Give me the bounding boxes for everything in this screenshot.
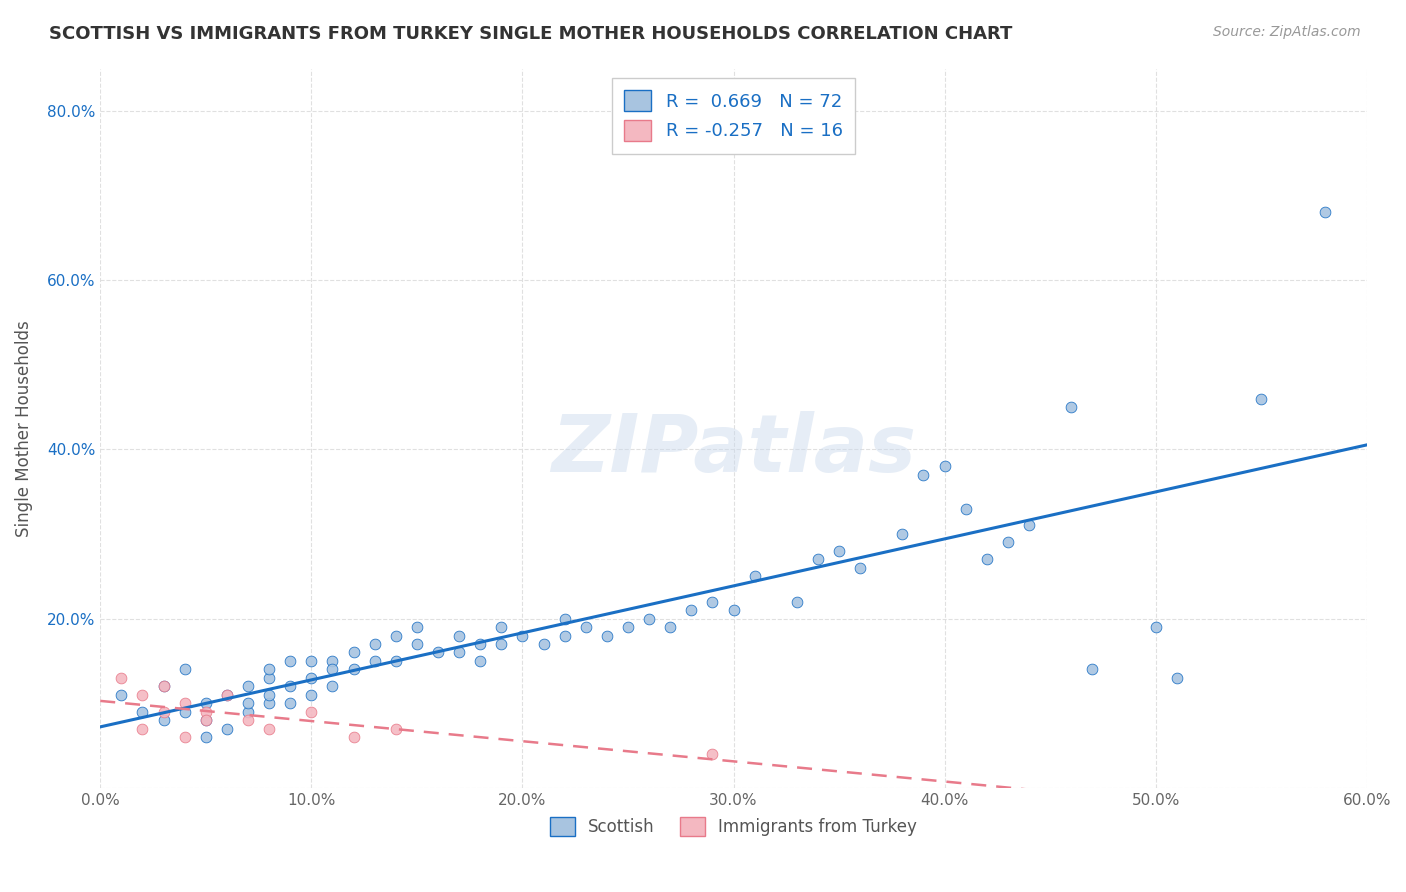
Scottish: [194, 730, 217, 744]
Immigrants from Turkey: [384, 722, 406, 736]
Scottish: [131, 705, 153, 719]
Scottish: [1313, 205, 1336, 219]
Scottish: [617, 620, 640, 634]
Scottish: [342, 645, 364, 659]
Scottish: [1081, 662, 1104, 676]
Scottish: [491, 620, 513, 634]
Y-axis label: Single Mother Households: Single Mother Households: [15, 320, 32, 537]
Scottish: [491, 637, 513, 651]
Scottish: [1060, 400, 1083, 414]
Immigrants from Turkey: [215, 688, 238, 702]
Scottish: [384, 628, 406, 642]
Scottish: [807, 552, 830, 566]
Scottish: [236, 705, 259, 719]
Scottish: [110, 688, 132, 702]
Scottish: [257, 662, 280, 676]
Scottish: [427, 645, 450, 659]
Scottish: [554, 628, 576, 642]
Scottish: [236, 696, 259, 710]
Scottish: [702, 595, 724, 609]
Scottish: [299, 688, 322, 702]
Scottish: [976, 552, 998, 566]
Scottish: [575, 620, 598, 634]
Immigrants from Turkey: [299, 705, 322, 719]
Scottish: [321, 654, 343, 668]
Immigrants from Turkey: [342, 730, 364, 744]
Scottish: [723, 603, 745, 617]
Scottish: [554, 611, 576, 625]
Immigrants from Turkey: [702, 747, 724, 761]
Scottish: [257, 671, 280, 685]
Scottish: [342, 662, 364, 676]
Scottish: [891, 527, 914, 541]
Scottish: [512, 628, 534, 642]
Scottish: [659, 620, 682, 634]
Scottish: [152, 679, 174, 693]
Text: Source: ZipAtlas.com: Source: ZipAtlas.com: [1213, 25, 1361, 39]
Scottish: [681, 603, 703, 617]
Scottish: [215, 688, 238, 702]
Scottish: [934, 459, 956, 474]
Scottish: [152, 713, 174, 727]
Immigrants from Turkey: [131, 722, 153, 736]
Scottish: [278, 696, 301, 710]
Scottish: [278, 679, 301, 693]
Scottish: [299, 654, 322, 668]
Scottish: [363, 637, 385, 651]
Scottish: [1166, 671, 1188, 685]
Scottish: [533, 637, 555, 651]
Scottish: [470, 637, 492, 651]
Scottish: [744, 569, 766, 583]
Scottish: [215, 722, 238, 736]
Scottish: [638, 611, 661, 625]
Scottish: [997, 535, 1019, 549]
Immigrants from Turkey: [194, 713, 217, 727]
Scottish: [1144, 620, 1167, 634]
Immigrants from Turkey: [236, 713, 259, 727]
Scottish: [405, 637, 427, 651]
Immigrants from Turkey: [152, 679, 174, 693]
Text: ZIPatlas: ZIPatlas: [551, 410, 915, 489]
Scottish: [173, 662, 195, 676]
Scottish: [1250, 392, 1272, 406]
Immigrants from Turkey: [110, 671, 132, 685]
Immigrants from Turkey: [173, 696, 195, 710]
Scottish: [596, 628, 619, 642]
Scottish: [786, 595, 808, 609]
Scottish: [278, 654, 301, 668]
Scottish: [405, 620, 427, 634]
Scottish: [257, 688, 280, 702]
Immigrants from Turkey: [257, 722, 280, 736]
Immigrants from Turkey: [152, 705, 174, 719]
Scottish: [173, 705, 195, 719]
Scottish: [257, 696, 280, 710]
Scottish: [194, 713, 217, 727]
Scottish: [384, 654, 406, 668]
Legend: Scottish, Immigrants from Turkey: Scottish, Immigrants from Turkey: [541, 808, 925, 844]
Scottish: [236, 679, 259, 693]
Immigrants from Turkey: [173, 730, 195, 744]
Scottish: [849, 561, 872, 575]
Immigrants from Turkey: [131, 688, 153, 702]
Scottish: [1018, 518, 1040, 533]
Scottish: [449, 645, 471, 659]
Scottish: [470, 654, 492, 668]
Immigrants from Turkey: [194, 705, 217, 719]
Scottish: [363, 654, 385, 668]
Scottish: [321, 662, 343, 676]
Scottish: [912, 467, 935, 482]
Scottish: [299, 671, 322, 685]
Scottish: [955, 501, 977, 516]
Scottish: [828, 544, 851, 558]
Scottish: [321, 679, 343, 693]
Scottish: [449, 628, 471, 642]
Text: SCOTTISH VS IMMIGRANTS FROM TURKEY SINGLE MOTHER HOUSEHOLDS CORRELATION CHART: SCOTTISH VS IMMIGRANTS FROM TURKEY SINGL…: [49, 25, 1012, 43]
Scottish: [194, 696, 217, 710]
